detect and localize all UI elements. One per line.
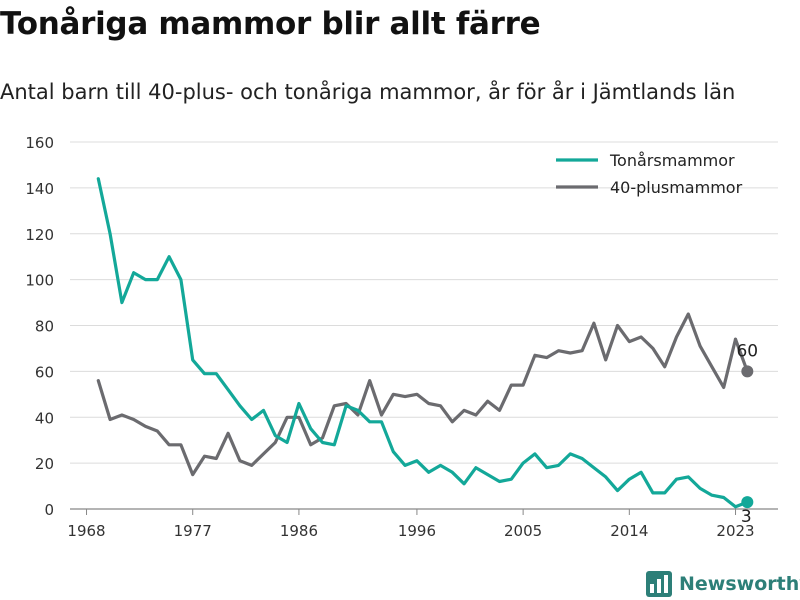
- legend-label: 40-plusmammor: [610, 178, 743, 197]
- chart-subtitle: Antal barn till 40-plus- och tonåriga ma…: [0, 80, 736, 104]
- legend: Tonårsmammor 40-plusmammor: [556, 151, 743, 197]
- series-end-point: [741, 496, 754, 509]
- x-tick-label: 1968: [67, 522, 105, 540]
- series-end-point: [741, 365, 754, 378]
- legend-label: Tonårsmammor: [609, 151, 735, 170]
- end-value-label-40-plusmammor: 60: [736, 341, 758, 361]
- end-value-label-tonarsmammor: 3: [741, 507, 752, 527]
- axes: 0 20 40 60 80 100 120 140 160 1968 1977 1986 1996 200…: [25, 134, 778, 540]
- brand-logo: Newsworthy: [646, 568, 800, 600]
- y-tick-label: 20: [35, 455, 54, 473]
- x-tick-label: 2023: [716, 522, 754, 540]
- y-tick-label: 0: [44, 501, 54, 519]
- y-tick-label: 40: [35, 409, 54, 427]
- x-tick-label: 1986: [280, 522, 318, 540]
- newsworthy-bar-logo-icon: [646, 571, 672, 597]
- y-tick-label: 60: [35, 363, 54, 381]
- x-tick-label: 2014: [610, 522, 648, 540]
- y-tick-label: 140: [25, 180, 54, 198]
- x-tick-label: 1977: [174, 522, 212, 540]
- y-tick-label: 100: [25, 272, 54, 290]
- series-lines: 60 3: [96, 177, 758, 527]
- grid-lines: [70, 141, 778, 464]
- x-tick-label: 1996: [398, 522, 436, 540]
- y-tick-label: 80: [35, 318, 54, 336]
- brand-name: Newsworthy: [679, 573, 800, 595]
- x-tick-label: 2005: [504, 522, 542, 540]
- series-line-tonarsmammor: [96, 177, 738, 509]
- series-line-40-plusmammor: [96, 312, 738, 477]
- y-tick-label: 160: [25, 134, 54, 152]
- y-tick-label: 120: [25, 226, 54, 244]
- chart-title: Tonåriga mammor blir allt färre: [0, 6, 541, 42]
